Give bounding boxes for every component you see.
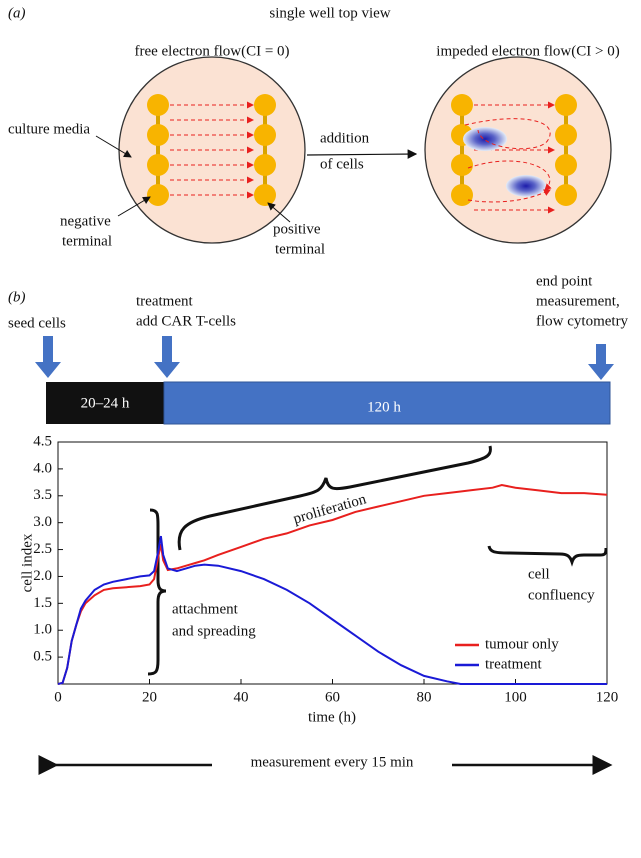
electrode-bar [263,105,267,195]
electrode [254,154,276,176]
y-tick-label: 3.0 [33,514,52,530]
electrode [147,154,169,176]
cell [506,175,546,197]
x-tick-label: 80 [417,689,432,705]
annotation: and spreading [172,623,256,639]
event-arrow [35,336,61,378]
electrode [555,184,577,206]
label: measurement, [536,293,620,309]
electrode [254,184,276,206]
electrode [147,124,169,146]
electrode [254,94,276,116]
label: seed cells [8,315,66,331]
brace [147,508,167,676]
phase-label: 20–24 h [81,395,130,411]
label: end point [536,273,593,289]
annotation: attachment [172,601,239,617]
electrode [451,184,473,206]
flow-arrow [467,160,552,191]
caption: free electron flow(CI = 0) [134,43,289,59]
electrodes [147,94,577,214]
x-tick-label: 40 [234,689,249,705]
label: treatment [136,293,193,309]
electrode-bar [156,105,160,195]
brace [177,445,492,551]
electrode [254,124,276,146]
x-tick-label: 120 [596,689,619,705]
pointer [95,135,132,158]
label: of cells [320,156,364,172]
y-tick-label: 2.0 [33,568,52,584]
label: flow cytometry [536,313,629,329]
x-axis-title: time (h) [308,709,356,725]
x-tick-label: 0 [54,689,62,705]
y-tick-label: 2.5 [33,541,52,557]
annotation: confluency [528,587,595,603]
flow-arrow [464,118,551,150]
y-tick-label: 1.0 [33,622,52,638]
label-bg [212,750,452,776]
electrode [555,154,577,176]
phase-label: 120 h [367,399,401,415]
label: terminal [62,233,112,249]
y-tick-label: 4.0 [33,460,52,476]
y-tick-label: 1.5 [33,595,52,611]
panel-label: (a) [8,5,26,21]
series-line [57,483,608,685]
electrode-bar [460,105,464,195]
caption: impeded electron flow(CI > 0) [436,43,619,59]
y-axis-title: cell index [19,533,35,592]
phase-bar [163,381,611,425]
electrode [147,94,169,116]
x-tick-label: 20 [142,689,157,705]
phase-bar [46,382,164,424]
y-tick-label: 3.5 [33,487,52,503]
pointer [267,202,291,223]
electrode-bar [564,105,568,195]
arrow [306,149,418,159]
brace [487,545,608,567]
electrode [555,124,577,146]
y-tick-label: 4.5 [33,433,52,449]
event-arrow [588,344,614,380]
y-tick-label: 0.5 [33,649,52,665]
legend-label: treatment [485,656,542,672]
electrode [451,154,473,176]
panel-title: single well top view [269,5,390,21]
pointer [117,196,151,217]
chart: cell index time (h) proliferation cell c… [19,433,618,725]
footer-label: measurement every 15 min [251,754,414,770]
flow-arrow [467,189,551,203]
x-tick-label: 60 [325,689,340,705]
label: negative [60,213,111,229]
electrode [147,184,169,206]
panel-label: (b) [8,289,26,305]
label: addition [320,130,370,146]
label: positive [273,221,321,237]
annotation: cell [528,566,550,582]
series-line [57,535,607,685]
electrode [451,94,473,116]
x-tick-label: 100 [504,689,527,705]
label: terminal [275,241,325,257]
label: add CAR T-cells [136,313,236,329]
legend-label: tumour only [485,636,559,652]
cell [463,127,507,151]
event-arrow [154,336,180,378]
label: culture media [8,121,90,137]
electrode [555,94,577,116]
